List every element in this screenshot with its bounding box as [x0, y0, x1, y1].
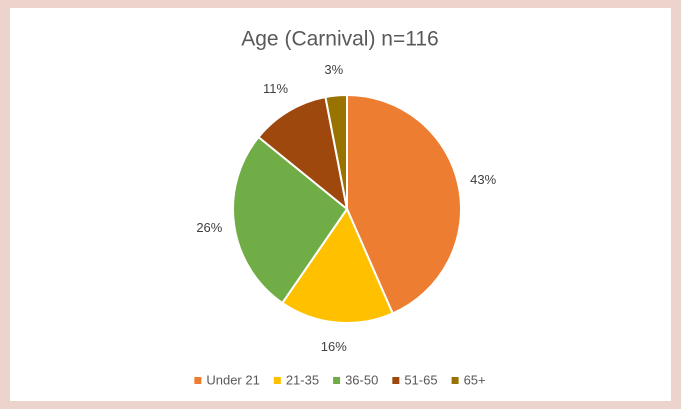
- chart-title: Age (Carnival) n=116: [241, 28, 438, 51]
- data-label: 11%: [263, 81, 288, 96]
- pie-slice: [232, 135, 349, 305]
- legend-swatch: [273, 377, 281, 384]
- data-label: 43%: [470, 172, 496, 187]
- legend-label: Under 21: [206, 372, 259, 387]
- legend-label: 36-50: [345, 372, 378, 387]
- data-label: 16%: [321, 339, 347, 354]
- pie-slice: [346, 93, 462, 315]
- legend-swatch: [392, 377, 400, 384]
- pie-slice: [280, 206, 395, 324]
- data-label: 3%: [324, 62, 343, 77]
- legend-swatch: [451, 377, 459, 384]
- legend-swatch: [333, 377, 341, 384]
- pie-slice: [324, 93, 348, 210]
- data-label: 26%: [196, 220, 222, 235]
- legend-label: 21-35: [286, 372, 319, 387]
- pie-slice: [257, 95, 349, 212]
- legend-swatch: [194, 377, 202, 384]
- legend-label: 51-65: [404, 372, 437, 387]
- legend-label: 65+: [464, 372, 486, 387]
